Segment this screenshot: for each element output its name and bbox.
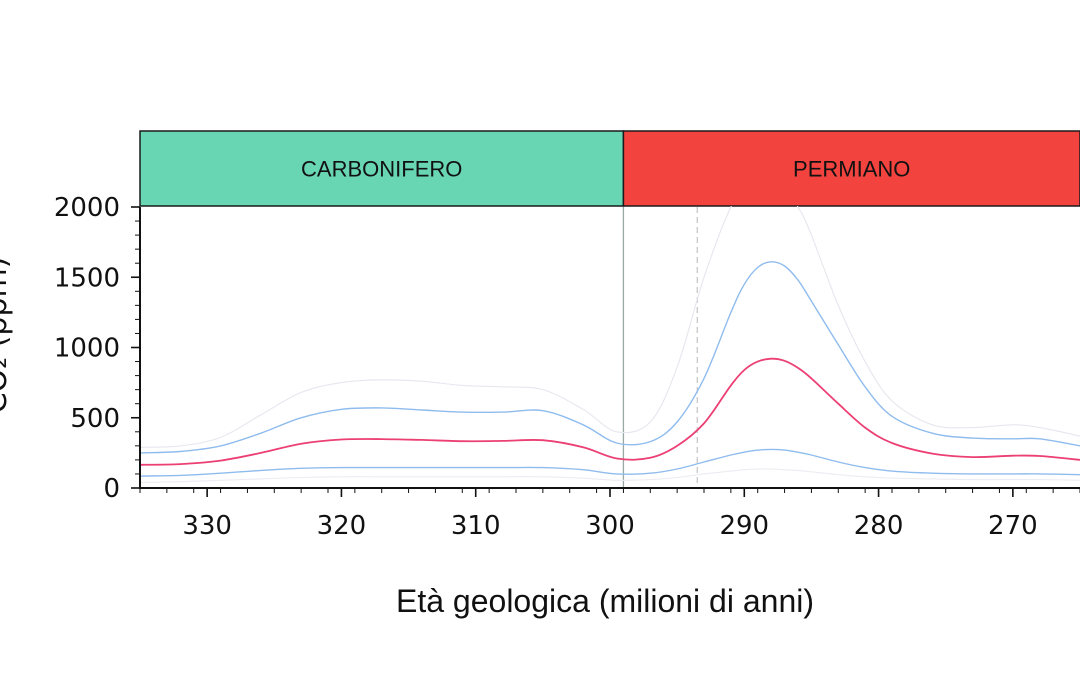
- y-tick-label-1000: 1000: [54, 334, 120, 364]
- period-bar-1: [139, 130, 625, 207]
- series-line-upper: [140, 261, 1080, 454]
- x-tick-label-320: 320: [317, 511, 367, 541]
- x-tick-label-300: 300: [585, 511, 635, 541]
- reference-lines: [622, 207, 698, 488]
- x-tick-label-310: 310: [451, 511, 501, 541]
- period-label-2: PERMIANO: [793, 157, 910, 182]
- y-tick-label-500: 500: [70, 404, 120, 434]
- x-tick-label-280: 280: [854, 511, 904, 541]
- period-label-1: CARBONIFERO: [301, 157, 462, 182]
- axes: [139, 207, 1080, 489]
- x-tick-label-290: 290: [719, 511, 769, 541]
- series-line-outer-lower: [140, 468, 1080, 483]
- ticks: 330 320 310 300 290 280 270 0 500 1000 1500 2000: [54, 193, 1080, 541]
- period-bar-2: [622, 130, 1080, 207]
- y-tick-label-0: 0: [103, 474, 120, 504]
- series-line-median: [140, 357, 1080, 466]
- y-tick-label-2000: 2000: [54, 193, 120, 223]
- period-bars: CARBONIFERO PERMIANO: [139, 130, 1080, 207]
- y-axis-title: CO₂ (ppm): [0, 257, 14, 414]
- series-line-outer-upper: [140, 206, 1080, 448]
- x-tick-label-270: 270: [988, 511, 1038, 541]
- x-tick-label-330: 330: [182, 511, 232, 541]
- x-axis-title: Età geologica (milioni di anni): [396, 583, 814, 619]
- series-group: [140, 206, 1080, 483]
- series-line-lower: [140, 448, 1080, 477]
- y-tick-label-1500: 1500: [54, 263, 120, 293]
